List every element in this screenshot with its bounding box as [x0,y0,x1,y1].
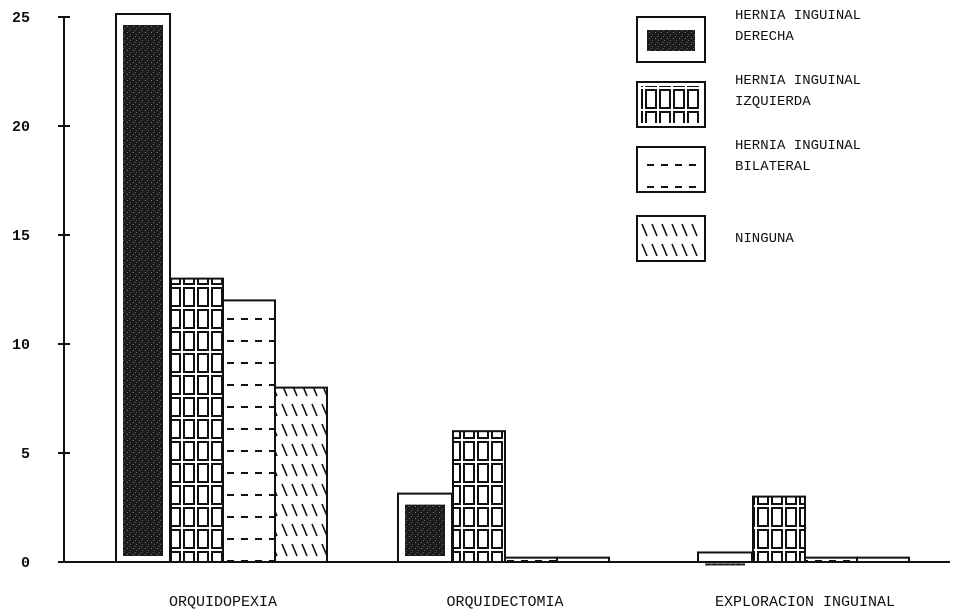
bar [405,504,445,556]
bar [452,430,506,564]
bar [123,25,163,556]
legend-label: HERNIA INGUINAL [735,8,861,24]
category-label: EXPLORACION INGUINAL [715,594,895,611]
y-tick-label: 0 [21,555,30,572]
bar [170,277,224,563]
bar [504,556,558,564]
legend-label: DERECHA [735,29,794,45]
y-tick-label: 5 [21,446,30,463]
bar [556,556,610,564]
category-label: ORQUIDOPEXIA [169,594,277,611]
legend-label: HERNIA INGUINAL [735,73,861,89]
legend-label: BILATERAL [735,159,811,175]
legend-label: NINGUNA [735,231,794,247]
y-tick-label: 25 [12,10,30,27]
legend-label: IZQUIERDA [735,94,811,110]
bars [115,13,910,566]
legend-swatch [641,86,701,123]
category-label: ORQUIDECTOMIA [446,594,563,611]
y-tick-label: 10 [12,337,30,354]
legend-swatch [647,30,695,51]
y-axis: 0 5 10 15 20 25 [12,10,70,572]
bar [752,495,806,564]
bar [705,563,745,566]
bar [804,556,858,564]
bar [274,386,328,563]
category-labels: ORQUIDOPEXIA ORQUIDECTOMIA EXPLORACION ING… [169,594,895,611]
y-ticks: 0 5 10 15 20 25 [12,10,70,572]
legend-swatch [641,151,701,188]
y-tick-label: 20 [12,119,30,136]
y-tick-label: 15 [12,228,30,245]
legend: HERNIA INGUINAL DERECHA HERNIA INGUINAL IZQ… [636,8,861,262]
legend-swatch [641,220,701,257]
bar-frame [697,551,753,564]
bar [856,556,910,564]
legend-label: HERNIA INGUINAL [735,138,861,154]
bar [222,299,276,563]
